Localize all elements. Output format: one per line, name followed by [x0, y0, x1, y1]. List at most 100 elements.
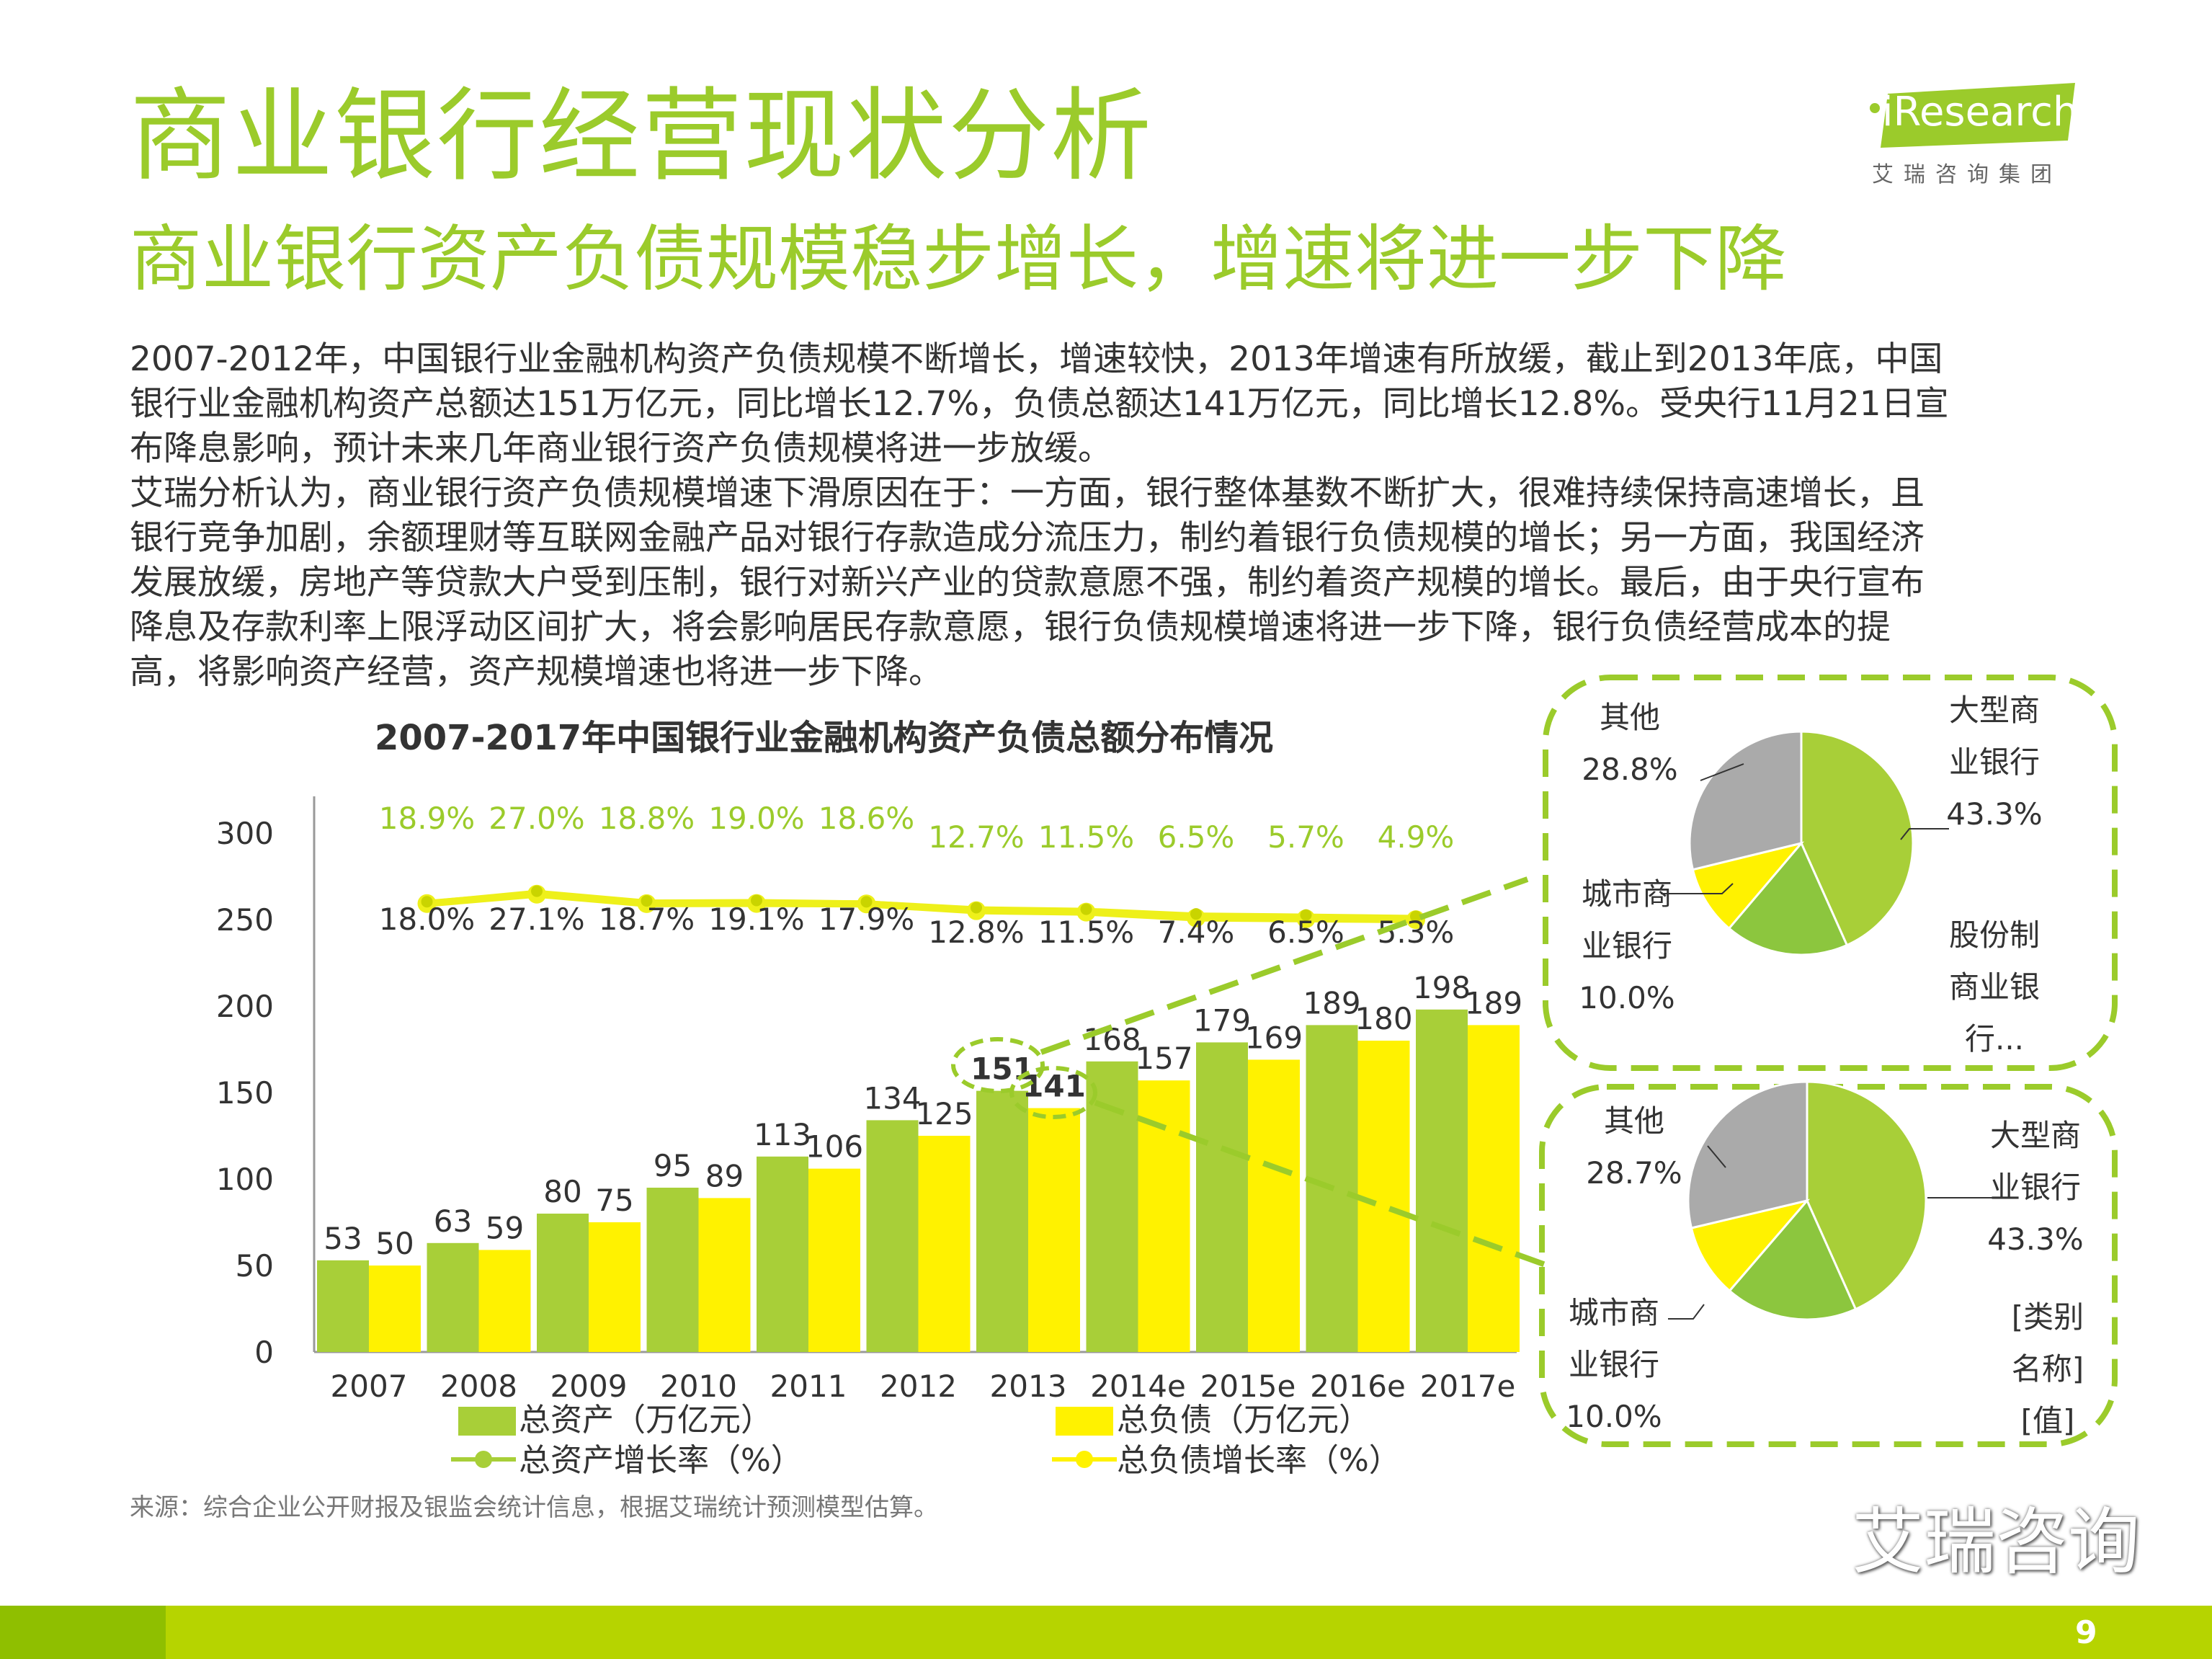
pie-2013-assets-label-other: 28.8%	[1582, 752, 1677, 787]
asset-growth-label: 11.5%	[1038, 915, 1134, 950]
asset-growth-point	[421, 896, 433, 908]
liability-bar	[1028, 1108, 1080, 1352]
liability-growth-label: 11.5%	[1038, 819, 1134, 855]
asset-growth-label: 6.5%	[1267, 915, 1344, 950]
pie-2014-assets-label-big: 业银行	[1990, 1170, 2081, 1205]
asset-bar	[537, 1214, 589, 1352]
asset-growth-point	[751, 894, 762, 907]
pie-2013-assets-label-joint: 行...	[1965, 1021, 2024, 1057]
legend-asset-label: 总资产（万亿元）	[519, 1402, 772, 1438]
x-tick-label: 2017e	[1420, 1369, 1516, 1404]
asset-value-label: 95	[654, 1148, 692, 1183]
pie-2013-assets-slice	[1691, 841, 1805, 930]
liability-value-label: 75	[595, 1183, 633, 1218]
page-title: 商业银行经营现状分析	[130, 78, 1154, 195]
asset-growth-point	[1410, 910, 1422, 922]
body-line: 降息及存款利率上限浮动区间扩大，将会影响居民存款意愿，银行负债规模增速将进一步下…	[130, 608, 1891, 647]
asset-growth-label: 7.4%	[1158, 915, 1235, 950]
x-tick-label: 2008	[440, 1369, 517, 1404]
body-line: 发展放缓，房地产等贷款大户受到压制，银行对新兴产业的贷款意愿不强，制约着资产规模…	[130, 563, 1925, 602]
asset-bar	[317, 1260, 369, 1352]
asset-bar	[1086, 1061, 1138, 1352]
pie-2014-assets-label-big: 大型商	[1990, 1118, 2081, 1153]
asset-bar	[866, 1120, 919, 1352]
body-line: 布降息影响，预计未来几年商业银行资产负债规模将进一步放缓。	[130, 429, 1112, 468]
liability-2013-highlight	[1009, 1066, 1097, 1119]
asset-bar	[427, 1242, 479, 1352]
y-tick-label: 300	[216, 816, 274, 851]
legend-liability-label: 总负债（万亿元）	[1117, 1402, 1370, 1438]
liability-growth-label: 18.9%	[379, 801, 475, 836]
x-tick-label: 2015e	[1200, 1369, 1296, 1404]
body-line: 艾瑞分析认为，商业银行资产负债规模增速下滑原因在于：一方面，银行整体基数不断扩大…	[130, 473, 1925, 513]
pie-2013-assets-leader-line	[1700, 763, 1744, 781]
liability-growth-label: 4.9%	[1378, 819, 1455, 855]
pie-2014-assets-slice	[1690, 1198, 1811, 1293]
y-tick-label: 50	[236, 1248, 274, 1284]
x-tick-label: 2011	[770, 1369, 847, 1404]
liability-callout-connector	[1094, 1100, 1547, 1268]
liability-growth-label: 19.0%	[708, 801, 804, 836]
body-line: 银行业金融机构资产总额达151万亿元，同比增长12.7%，负债总额达141万亿元…	[130, 384, 1949, 424]
x-tick-label: 2010	[660, 1369, 737, 1404]
iresearch-logo	[1870, 83, 2075, 148]
pie-2014-assets-leader-line	[1668, 1304, 1705, 1320]
liability-value-label: 89	[705, 1158, 744, 1193]
asset-growth-point	[860, 896, 873, 908]
asset-growth-label: 12.8%	[928, 915, 1024, 950]
pie-2013-assets-leader-line	[1661, 883, 1734, 894]
asset-bar	[1416, 1009, 1468, 1352]
y-tick-label: 150	[216, 1075, 274, 1111]
liability-bar	[589, 1222, 641, 1352]
pie-2013-assets-label-city: 业银行	[1582, 928, 1672, 964]
liability-value-label: 180	[1355, 1001, 1412, 1036]
pie-2013-assets-leader-line	[1900, 828, 1949, 840]
liability-value-label: 169	[1245, 1020, 1303, 1055]
footer-bar-accent	[0, 1606, 166, 1659]
legend-asset-swatch	[458, 1407, 516, 1436]
liability-bar	[1357, 1041, 1410, 1352]
asset-value-label: 80	[543, 1174, 581, 1209]
asset-value-label: 113	[754, 1117, 811, 1152]
asset-bar	[1196, 1042, 1248, 1352]
asset-2013-highlight	[951, 1037, 1045, 1093]
pie-2014-assets-label-city: 业银行	[1569, 1347, 1659, 1382]
liability-growth-label: 5.7%	[1267, 819, 1344, 855]
pie-2014-assets-label-city: 城市商	[1569, 1295, 1659, 1330]
pie-2013-assets-slice	[1727, 841, 1849, 956]
asset-growth-point	[1300, 909, 1312, 921]
pie-2013-assets-frame	[1543, 675, 2118, 1071]
asset-growth-label: 18.7%	[599, 902, 695, 937]
footer-bar	[0, 1606, 2212, 1659]
legend-liability-swatch	[1056, 1407, 1113, 1436]
pie-2014-assets-label-big: 43.3%	[1987, 1222, 2083, 1257]
asset-bar	[646, 1188, 699, 1352]
liability-bar	[698, 1198, 751, 1352]
asset-growth-point	[1190, 908, 1202, 920]
pie-2014-assets-slice	[1806, 1080, 1927, 1311]
liability-value-label: 141	[1022, 1069, 1086, 1104]
pie-2013-assets-label-big: 43.3%	[1946, 796, 2042, 832]
liability-bar	[369, 1266, 421, 1352]
liability-growth-label: 12.7%	[928, 819, 1024, 855]
y-tick-label: 100	[216, 1162, 274, 1197]
page-number: 9	[2075, 1614, 2097, 1651]
chart-title: 2007-2017年中国银行业金融机构资产负债总额分布情况	[375, 718, 1274, 758]
x-tick-label: 2014e	[1090, 1369, 1186, 1404]
asset-callout-connector	[1040, 876, 1529, 1055]
pie-2014-assets-slice	[1728, 1198, 1858, 1321]
pie-2014-assets-label-city: 10.0%	[1566, 1399, 1662, 1434]
asset-growth-label: 5.3%	[1378, 915, 1455, 950]
logo-company-name: 艾瑞咨询集团	[1872, 162, 2062, 187]
asset-value-label: 53	[324, 1221, 362, 1256]
asset-growth-point	[971, 902, 982, 914]
pie-2014-assets-label-joint: 名称]	[2012, 1351, 2084, 1387]
y-tick-label: 0	[254, 1335, 274, 1370]
liability-value-label: 189	[1465, 985, 1522, 1020]
asset-growth-point	[531, 885, 543, 897]
page-subtitle: 商业银行资产负债规模稳步增长，增速将进一步下降	[130, 217, 1787, 301]
liability-bar	[808, 1168, 860, 1352]
legend-asset-growth-label: 总资产增长率（%）	[519, 1442, 803, 1479]
asset-growth-point	[641, 895, 653, 907]
pie-2013-assets-slice	[1800, 730, 1914, 947]
